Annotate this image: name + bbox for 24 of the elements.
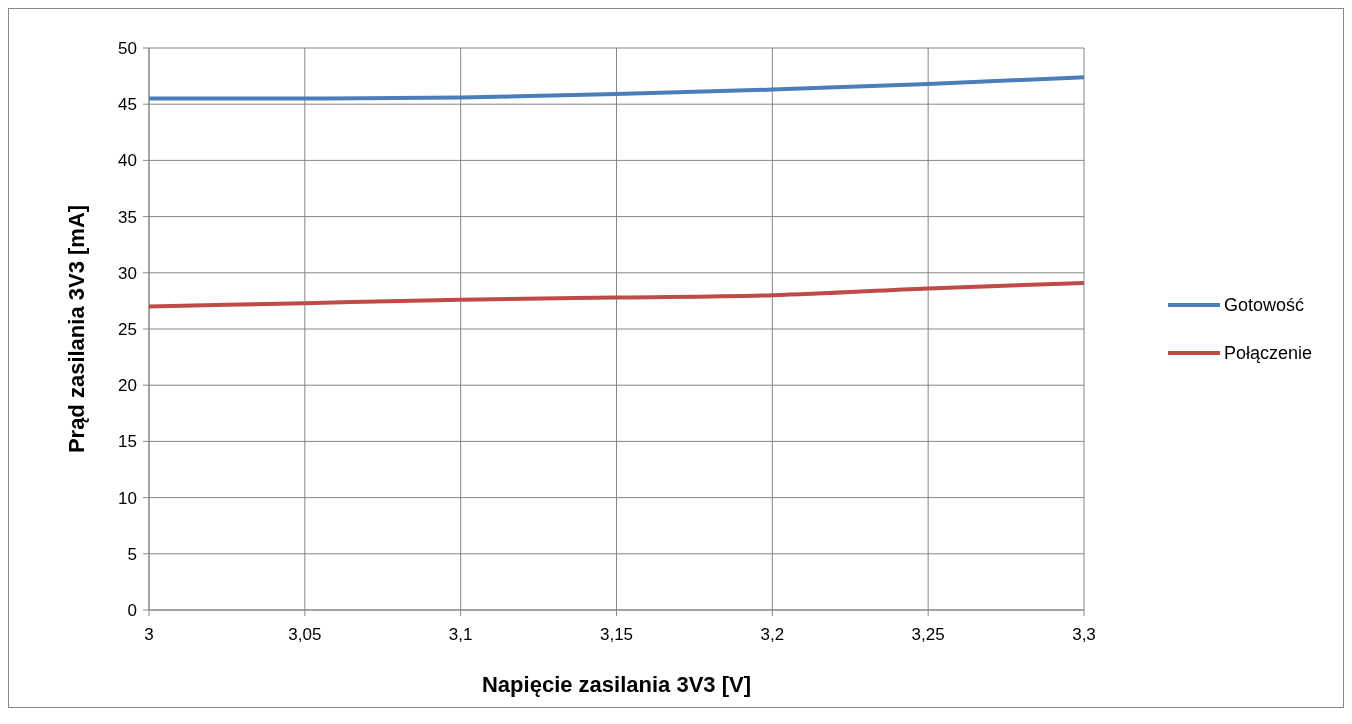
x-tick-label: 3,25 [911,625,945,644]
x-tick-label: 3,3 [1072,625,1096,644]
x-tick-label: 3,15 [599,625,634,644]
y-tick-label: 30 [118,263,137,283]
line-series [147,280,1086,309]
y-tick-label: 25 [118,319,137,339]
y-tick-label: 40 [118,151,137,171]
y-tick-label: 45 [118,95,137,115]
x-tick-label: 3 [144,625,154,644]
legend-label: Gotowość [1224,295,1305,316]
legend-label: Połączenie [1224,343,1313,364]
y-tick-label: 35 [118,207,137,227]
y-tick-label: 0 [127,600,137,620]
y-tick-label: 15 [118,432,137,452]
line-series [147,75,1086,101]
y-tick-label: 5 [127,544,137,564]
y-tick-label: 50 [118,38,137,58]
y-tick-label: 10 [118,488,137,508]
x-tick-label: 3,05 [288,625,322,644]
x-tick-label: 3,1 [448,625,473,644]
x-tick-label: 3,2 [760,625,785,644]
x-axis-title: Napięcie zasilania 3V3 [V] [481,672,752,697]
y-axis-title: Prąd zasilania 3V3 [mA] [64,204,89,454]
y-tick-label: 20 [118,376,137,396]
